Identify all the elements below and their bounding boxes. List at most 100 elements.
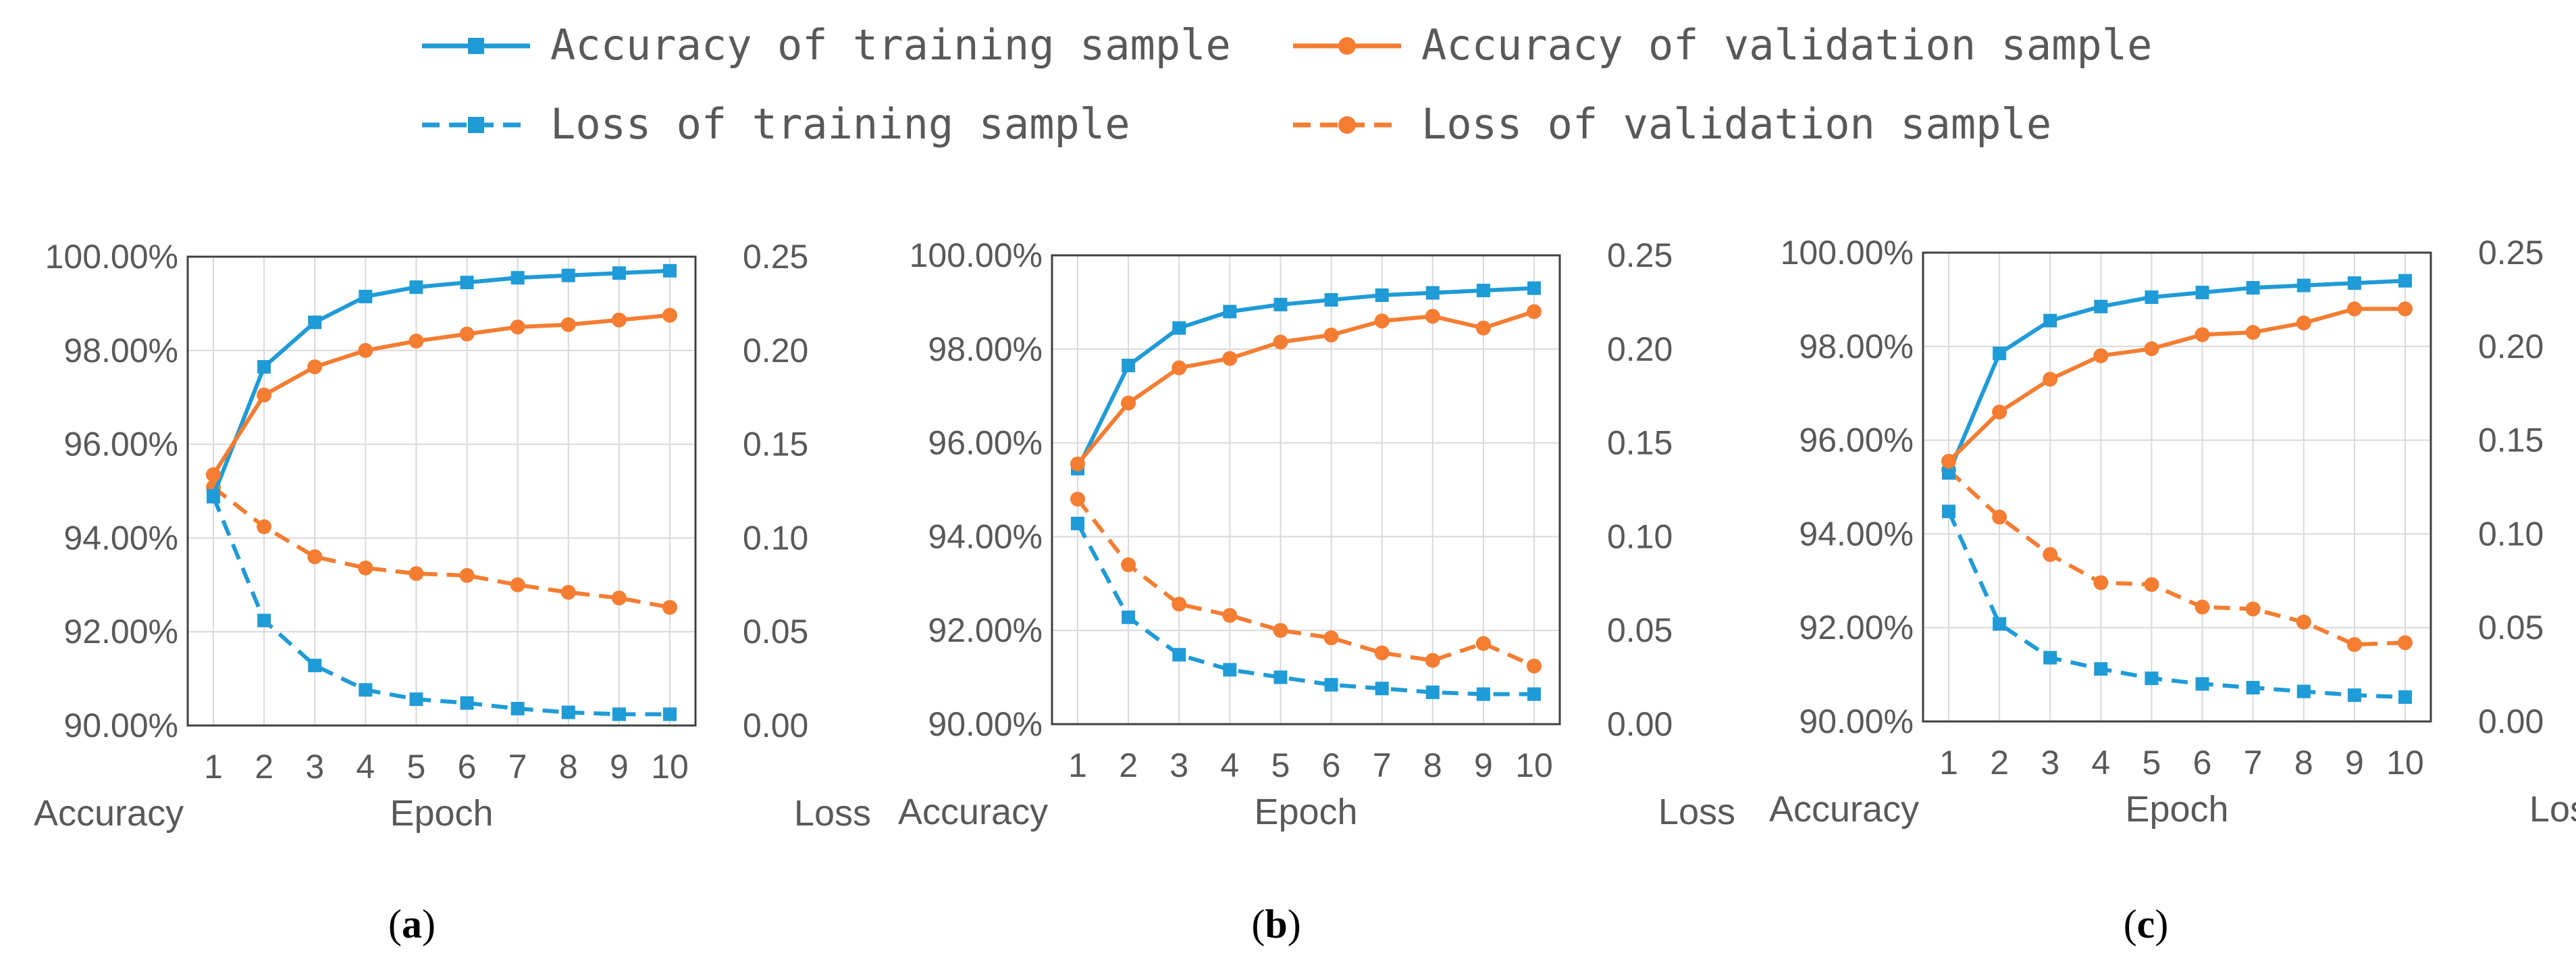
series-line [212, 486, 671, 610]
data-point [1172, 360, 1187, 376]
data-point [2398, 690, 2412, 704]
series-loss-of-validation-sample [1070, 491, 1542, 673]
panel-label-open-paren: ( [1251, 902, 1265, 946]
x-tick-label: 6 [458, 748, 477, 786]
y-left-tick-label: 100.00% [1781, 234, 1914, 272]
data-point [1223, 305, 1237, 319]
series-line [211, 268, 671, 497]
chart-panels: 90.00% 92.00% 94.00% 96.00% 98.00% 100.00% 0.0… [34, 234, 2576, 946]
y-right-tick-label: 0.10 [2478, 515, 2544, 553]
x-tick-label: 3 [305, 748, 324, 786]
x-tick-label: 8 [1423, 746, 1442, 784]
data-point [1222, 351, 1238, 366]
y-left-tick-label: 90.00% [1799, 703, 1914, 740]
data-point [460, 276, 474, 290]
x-tick-label: 1 [1068, 746, 1087, 784]
panel-label: (a) [388, 902, 436, 946]
data-point [1121, 395, 1136, 411]
x-tick-label: 1 [204, 748, 223, 786]
x-tick-label: 3 [1169, 746, 1188, 784]
x-tick-label: 4 [2091, 744, 2110, 782]
data-point [257, 613, 271, 628]
x-tick-label: 6 [1322, 746, 1341, 784]
data-point [561, 705, 575, 719]
x-tick-label: 2 [1119, 746, 1138, 784]
x-tick-label: 2 [255, 748, 273, 786]
legend-marker-acc-train [468, 38, 484, 54]
panel-label-close-paren: ) [422, 902, 436, 946]
series-line [1076, 522, 1534, 696]
x-tick-label: 8 [2294, 744, 2313, 782]
y-right-tick-label: 0.10 [1607, 517, 1673, 555]
data-point [560, 317, 576, 332]
y-left-tick-label: 100.00% [45, 238, 178, 276]
series-loss-of-training-sample [1071, 516, 1541, 701]
y-left-tick-label: 100.00% [910, 236, 1043, 274]
x-tick-label: 9 [1474, 746, 1493, 784]
panel-label-letter: b [1265, 902, 1287, 946]
data-point [510, 320, 525, 335]
y-left-axis-title: Accuracy [1769, 789, 1919, 830]
plot-frame [1051, 254, 1561, 725]
y-right-axis-title: Loss [2529, 789, 2576, 830]
data-point [510, 577, 525, 592]
data-point [1273, 334, 1288, 350]
data-point [2245, 324, 2261, 340]
y-left-tick-label: 98.00% [928, 330, 1043, 368]
y-right-axis-title: Loss [1658, 792, 1735, 832]
data-point [1475, 636, 1491, 651]
data-point [2094, 299, 2108, 313]
data-point [1223, 663, 1237, 677]
data-point [1324, 292, 1338, 307]
data-point [1993, 347, 2007, 361]
data-point [1942, 466, 1955, 480]
data-point [662, 307, 677, 323]
data-point [358, 342, 373, 358]
x-tick-label: 2 [1990, 744, 2009, 782]
data-point [1070, 456, 1085, 472]
y-left-axis-title: Accuracy [898, 792, 1048, 832]
data-point [1172, 321, 1186, 335]
y-right-tick-label: 0.05 [1607, 611, 1673, 649]
legend-item-loss-val: Loss of validation sample [1293, 99, 2051, 149]
data-point [257, 360, 271, 374]
y-right-tick-label: 0.10 [743, 519, 808, 557]
y-right-tick-label: 0.00 [2478, 703, 2544, 740]
data-point [2043, 313, 2057, 328]
data-point [1527, 658, 1542, 673]
y-left-tick-label: 90.00% [63, 707, 178, 744]
data-point [1273, 297, 1288, 311]
data-point [1476, 284, 1490, 298]
data-point [2043, 546, 2058, 562]
chart-panel-b: 90.00% 92.00% 94.00% 96.00% 98.00% 100.00% 0.0… [898, 236, 1735, 946]
data-point [2144, 577, 2159, 592]
y-right-tick-label: 0.20 [1607, 330, 1673, 368]
data-point [207, 488, 220, 503]
series-accuracy-of-validation-sample [1070, 304, 1542, 472]
data-point [1425, 286, 1440, 300]
x-tick-label: 4 [1220, 746, 1239, 784]
series-accuracy-of-validation-sample [206, 307, 677, 482]
data-point [1527, 304, 1542, 320]
panel-label: (c) [2124, 902, 2169, 946]
legend-label-acc-train: Accuracy of training sample [550, 20, 1231, 70]
data-point [1374, 313, 1390, 329]
data-point [2043, 651, 2057, 665]
data-point [612, 266, 626, 280]
data-point [2346, 637, 2362, 653]
x-tick-label: 10 [651, 748, 689, 786]
data-point [1527, 281, 1541, 295]
series-loss-of-training-sample [1942, 505, 2412, 704]
data-point [1425, 653, 1440, 668]
y-right-tick-label: 0.00 [1607, 705, 1673, 743]
data-point [1375, 288, 1389, 302]
panel-label-close-paren: ) [2155, 902, 2168, 946]
legend-marker-loss-val [1338, 116, 1356, 134]
data-point [1172, 648, 1186, 662]
series-line [1076, 309, 1535, 465]
y-left-tick-label: 94.00% [1799, 515, 1914, 553]
data-point [2094, 662, 2108, 676]
x-tick-label: 6 [2193, 744, 2212, 782]
data-point [1527, 687, 1541, 701]
